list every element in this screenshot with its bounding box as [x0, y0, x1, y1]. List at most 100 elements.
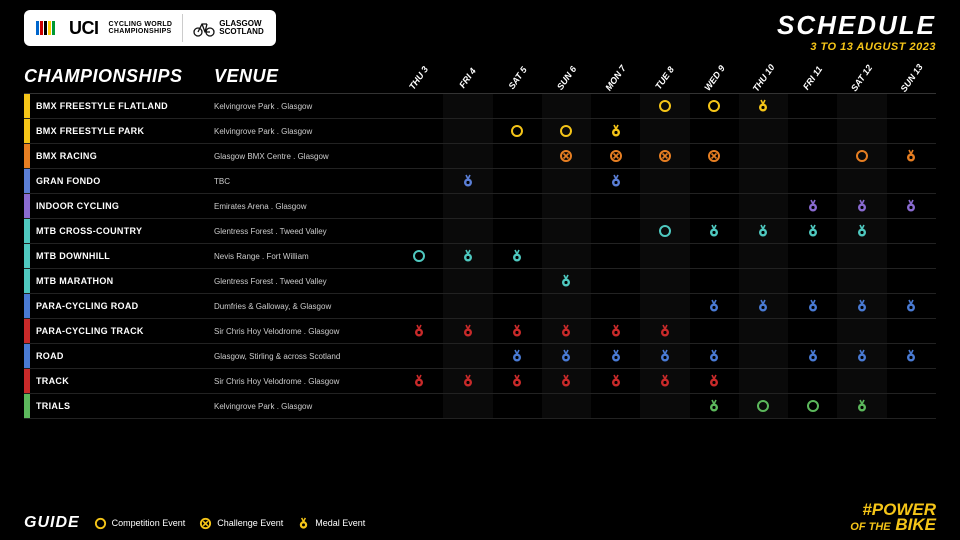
schedule-cell: [394, 369, 443, 393]
venue-header: VENUE: [214, 66, 394, 93]
schedule-cell: [493, 319, 542, 343]
row-name: GRAN FONDO: [30, 176, 214, 186]
schedule-cell: [394, 144, 443, 168]
schedule-cell: [887, 94, 936, 118]
glasgow-logo: GLASGOW SCOTLAND: [193, 19, 263, 37]
schedule-cell: [493, 194, 542, 218]
schedule-title: SCHEDULE: [777, 10, 936, 41]
schedule-cell: [690, 244, 739, 268]
schedule-cell: [837, 94, 886, 118]
row-cells: [394, 394, 936, 418]
schedule-cell: [493, 394, 542, 418]
legend-label: Competition Event: [112, 518, 186, 528]
schedule-cell: [443, 319, 492, 343]
schedule-cell: [443, 144, 492, 168]
schedule-cell: [887, 169, 936, 193]
row-name: MTB MARATHON: [30, 276, 214, 286]
table-row: BMX FREESTYLE PARKKelvingrove Park . Gla…: [24, 119, 936, 144]
medal-icon: [806, 199, 820, 213]
schedule-cell: [394, 194, 443, 218]
schedule-cell: [394, 269, 443, 293]
medal-icon: [461, 374, 475, 388]
schedule-cell: [788, 294, 837, 318]
schedule-cell: [690, 219, 739, 243]
schedule-cell: [542, 194, 591, 218]
schedule-cell: [394, 344, 443, 368]
schedule-cell: [690, 94, 739, 118]
schedule-cell: [443, 394, 492, 418]
competition-icon: [855, 149, 869, 163]
medal-icon: [559, 324, 573, 338]
schedule-cell: [443, 194, 492, 218]
table-row: BMX FREESTYLE FLATLANDKelvingrove Park .…: [24, 94, 936, 119]
competition-icon: [806, 399, 820, 413]
schedule-cell: [837, 194, 886, 218]
legend-item: Competition Event: [94, 517, 186, 530]
schedule-cell: [788, 269, 837, 293]
schedule-cell: [493, 169, 542, 193]
schedule-cell: [837, 394, 886, 418]
schedule-cell: [739, 294, 788, 318]
schedule-cell: [640, 94, 689, 118]
medal-icon: [609, 124, 623, 138]
medal-icon: [855, 224, 869, 238]
row-cells: [394, 344, 936, 368]
schedule-table: CHAMPIONSHIPS VENUE THU 3FRI 4SAT 5SUN 6…: [0, 59, 960, 419]
schedule-cell: [591, 319, 640, 343]
medal-icon: [510, 374, 524, 388]
challenge-icon: [199, 517, 212, 530]
footer: GUIDE Competition EventChallenge EventMe…: [24, 503, 936, 532]
medal-icon: [609, 174, 623, 188]
medal-icon: [855, 299, 869, 313]
schedule-cell: [788, 319, 837, 343]
schedule-cell: [394, 319, 443, 343]
schedule-cell: [690, 369, 739, 393]
schedule-cell: [542, 344, 591, 368]
schedule-cell: [591, 394, 640, 418]
schedule-cell: [837, 169, 886, 193]
schedule-cell: [542, 319, 591, 343]
competition-icon: [510, 124, 524, 138]
competition-icon: [94, 517, 107, 530]
schedule-cell: [591, 219, 640, 243]
schedule-cell: [788, 344, 837, 368]
medal-icon: [707, 299, 721, 313]
schedule-cell: [788, 369, 837, 393]
schedule-cell: [739, 394, 788, 418]
schedule-cell: [493, 244, 542, 268]
schedule-cell: [739, 119, 788, 143]
hashtag: #POWER OF THE BIKE: [850, 503, 936, 532]
schedule-cell: [690, 119, 739, 143]
schedule-cell: [788, 194, 837, 218]
schedule-cell: [591, 144, 640, 168]
schedule-cell: [887, 144, 936, 168]
schedule-cell: [887, 319, 936, 343]
schedule-cell: [394, 219, 443, 243]
medal-icon: [855, 349, 869, 363]
legend-items: Competition EventChallenge EventMedal Ev…: [94, 517, 366, 530]
schedule-cell: [887, 294, 936, 318]
schedule-cell: [690, 144, 739, 168]
logo-divider: [182, 14, 183, 42]
medal-icon: [461, 174, 475, 188]
schedule-cell: [443, 344, 492, 368]
row-venue: Glasgow BMX Centre . Glasgow: [214, 152, 394, 161]
medal-icon: [806, 349, 820, 363]
schedule-cell: [887, 269, 936, 293]
schedule-cell: [739, 169, 788, 193]
row-name: BMX FREESTYLE PARK: [30, 126, 214, 136]
table-body: BMX FREESTYLE FLATLANDKelvingrove Park .…: [24, 94, 936, 419]
medal-icon: [855, 199, 869, 213]
legend: GUIDE Competition EventChallenge EventMe…: [24, 514, 365, 532]
schedule-cell: [493, 369, 542, 393]
competition-icon: [412, 249, 426, 263]
uci-label: UCI: [69, 18, 99, 39]
schedule-cell: [887, 394, 936, 418]
schedule-cell: [837, 319, 886, 343]
schedule-cell: [837, 244, 886, 268]
competition-icon: [707, 99, 721, 113]
schedule-cell: [493, 144, 542, 168]
medal-icon: [904, 149, 918, 163]
row-cells: [394, 244, 936, 268]
schedule-cell: [640, 319, 689, 343]
